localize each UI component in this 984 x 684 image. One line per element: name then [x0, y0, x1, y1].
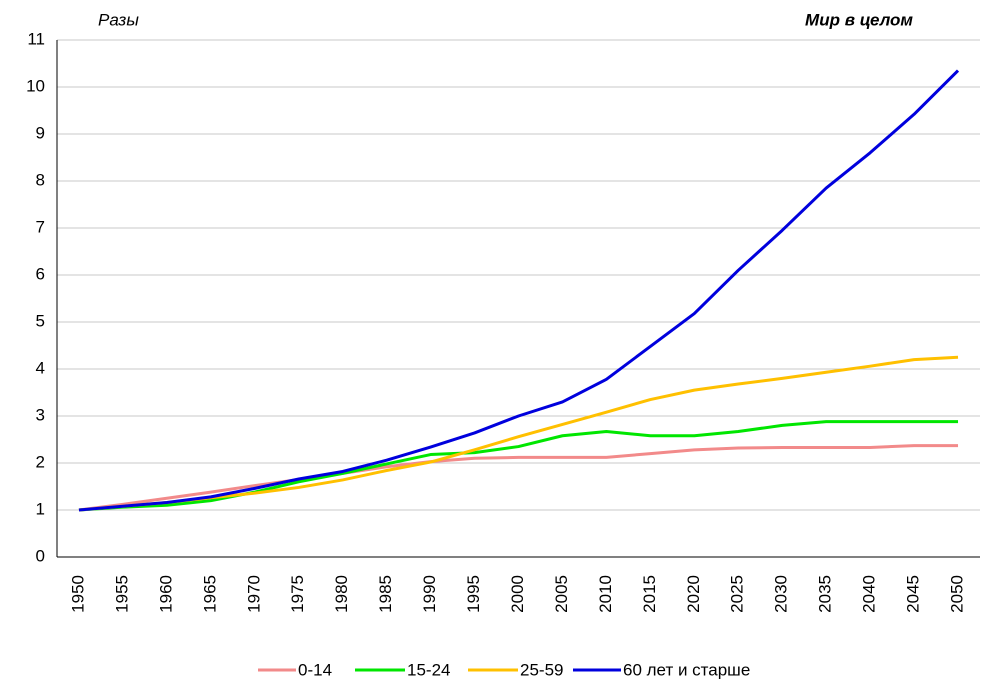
legend-label: 15-24 [407, 660, 450, 679]
x-tick-label: 2040 [860, 575, 879, 613]
y-tick-label: 6 [36, 264, 45, 283]
series-line [78, 420, 959, 512]
y-tick-label: 8 [36, 170, 45, 189]
legend-label: 25-59 [520, 660, 563, 679]
y-tick-label: 0 [36, 546, 45, 565]
x-tick-label: 1955 [112, 575, 131, 613]
x-tick-label: 1950 [68, 575, 87, 613]
x-tick-label: 1965 [200, 575, 219, 613]
y-tick-label: 7 [36, 217, 45, 236]
y-axis-label: Разы [98, 10, 139, 29]
x-tick-label: 2025 [728, 575, 747, 613]
y-tick-label: 2 [36, 452, 45, 471]
y-tick-label: 3 [36, 405, 45, 424]
series-line [78, 355, 959, 512]
y-tick-label: 4 [36, 358, 45, 377]
x-tick-label: 1970 [244, 575, 263, 613]
x-tick-label: 2005 [552, 575, 571, 613]
x-tick-label: 1985 [376, 575, 395, 613]
x-tick-label: 1975 [288, 575, 307, 613]
x-tick-label: 1980 [332, 575, 351, 613]
legend-label: 0-14 [298, 660, 332, 679]
x-tick-label: 2030 [772, 575, 791, 613]
y-tick-label: 11 [27, 29, 45, 48]
x-tick-label: 2045 [904, 575, 923, 613]
x-tick-label: 2050 [948, 575, 967, 613]
x-tick-label: 2035 [816, 575, 835, 613]
x-tick-label: 2010 [596, 575, 615, 613]
series-line [78, 444, 959, 512]
y-tick-label: 5 [36, 311, 45, 330]
x-tick-label: 1995 [464, 575, 483, 613]
y-tick-label: 9 [36, 123, 45, 142]
x-tick-label: 2020 [684, 575, 703, 613]
chart-title: Мир в целом [805, 10, 913, 29]
x-tick-label: 1990 [420, 575, 439, 613]
x-tick-label: 2000 [508, 575, 527, 613]
x-tick-label: 1960 [156, 575, 175, 613]
x-tick-label: 2015 [640, 575, 659, 613]
legend-label: 60 лет и старше [623, 660, 750, 679]
y-tick-label: 10 [26, 76, 45, 95]
y-tick-label: 1 [36, 499, 45, 518]
series-line [78, 69, 960, 512]
